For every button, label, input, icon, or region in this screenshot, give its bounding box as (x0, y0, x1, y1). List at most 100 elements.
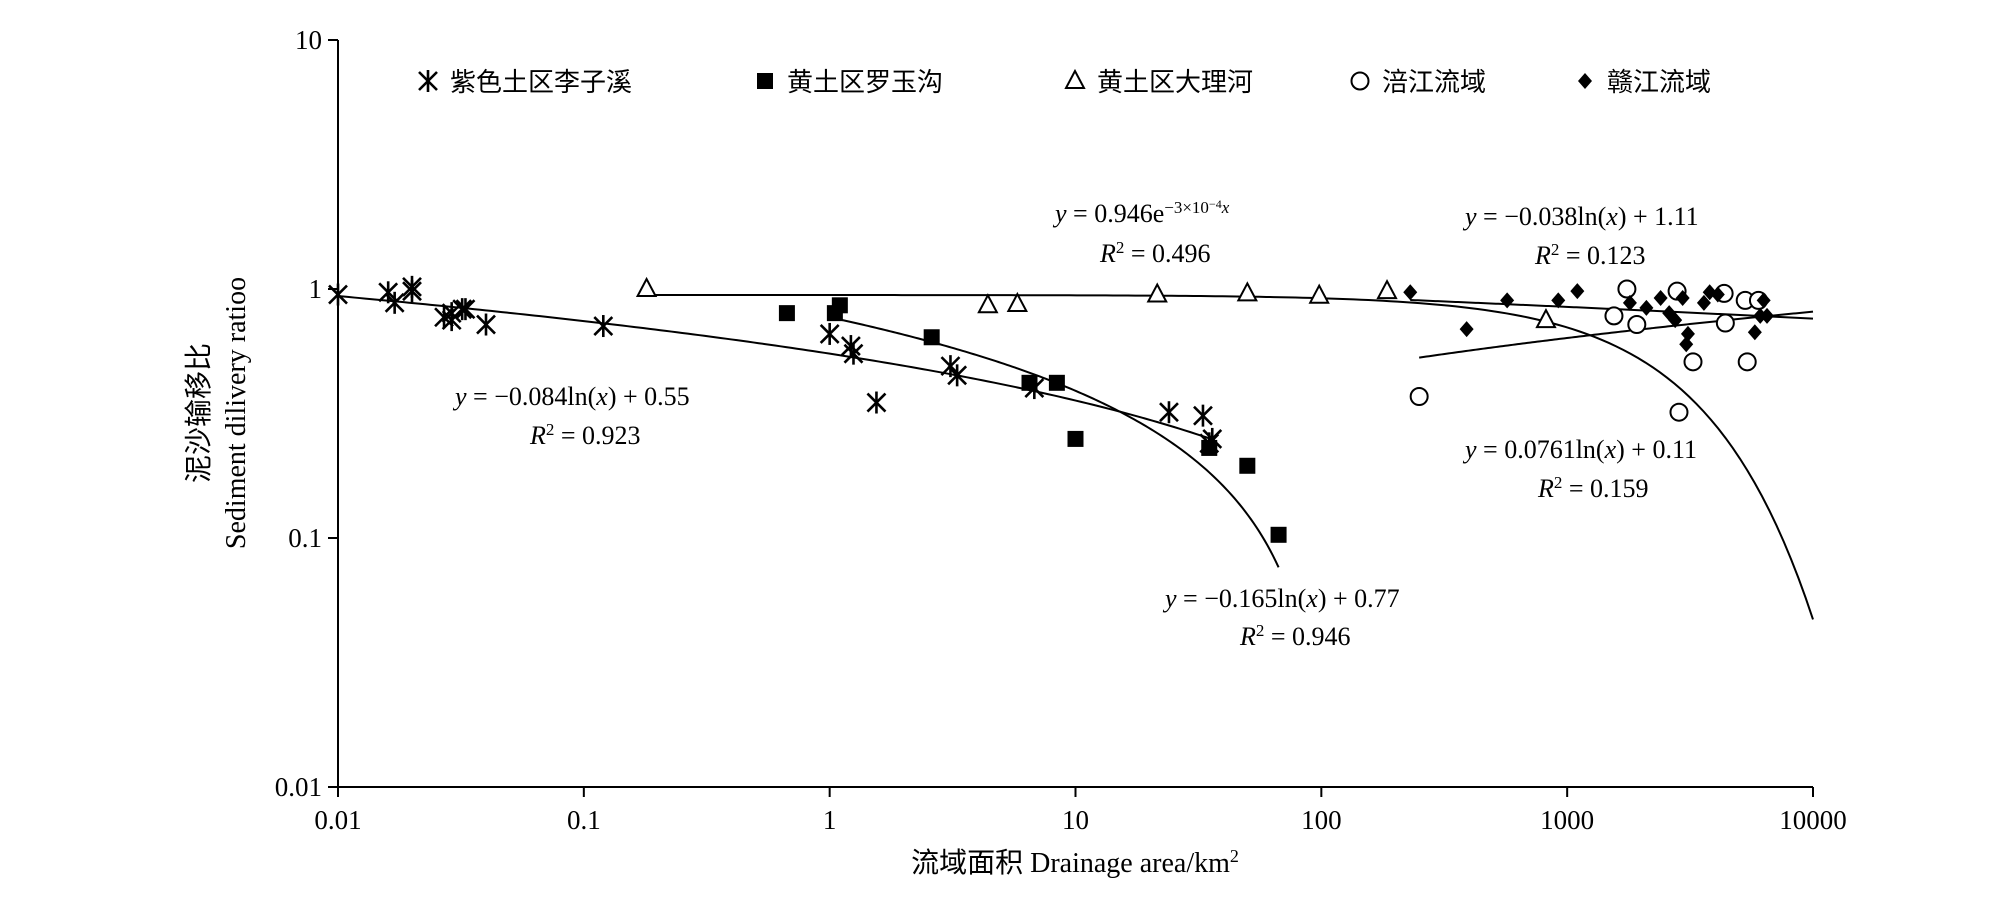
data-point (1067, 430, 1084, 447)
data-point (1236, 281, 1258, 302)
data-point (452, 298, 473, 321)
data-point (1459, 321, 1474, 338)
data-point (1760, 307, 1775, 324)
x-tick-label: 10 (1062, 805, 1089, 835)
svg-text:R2 = 0.123: R2 = 0.123 (1534, 240, 1646, 271)
data-point (635, 276, 658, 297)
y-tick-label: 10 (295, 25, 322, 55)
data-point (1500, 292, 1515, 309)
x-tick-label: 1000 (1540, 805, 1594, 835)
legend-label: 涪江流域 (1382, 68, 1486, 97)
data-point (384, 291, 405, 314)
data-point (1668, 312, 1683, 329)
data-point (1006, 291, 1029, 313)
x-tick-label: 0.01 (314, 805, 361, 835)
series-4 (1409, 279, 1768, 422)
legend-marker (757, 73, 773, 89)
data-point (778, 305, 795, 322)
data-point (1270, 526, 1287, 543)
svg-text:R2 = 0.923: R2 = 0.923 (529, 420, 641, 451)
legend-label: 赣江流域 (1607, 68, 1711, 97)
data-point (328, 283, 348, 306)
data-point (1048, 374, 1065, 391)
series-2 (778, 297, 1287, 543)
legend-marker (1578, 73, 1592, 89)
data-point (923, 329, 940, 346)
data-point (1193, 404, 1213, 427)
series-3 (635, 276, 1557, 329)
svg-text:R2 = 0.946: R2 = 0.946 (1239, 621, 1351, 652)
legend-item: 紫色土区李子溪 (418, 68, 632, 97)
data-point (1403, 284, 1418, 301)
fit-curve-1 (337, 295, 1213, 441)
data-point (1617, 279, 1637, 299)
svg-text:R2 = 0.496: R2 = 0.496 (1099, 238, 1211, 269)
svg-text:y = 0.946e−3×10−4x: y = 0.946e−3×10−4x (1052, 197, 1230, 228)
x-tick-label: 10000 (1779, 805, 1847, 835)
y-tick-label: 0.1 (288, 523, 322, 553)
data-point (1747, 324, 1762, 341)
data-point (1653, 290, 1668, 307)
data-point (1604, 306, 1624, 326)
legend-label: 黄土区大理河 (1097, 68, 1253, 97)
data-point (1308, 283, 1330, 304)
data-point (1376, 279, 1398, 300)
data-point (593, 315, 614, 338)
data-point (1680, 325, 1695, 342)
fit-curve-3 (646, 294, 1814, 620)
legend-item: 涪江流域 (1350, 68, 1486, 97)
data-point (1756, 292, 1771, 309)
x-tick-label: 100 (1301, 805, 1342, 835)
legend-marker (418, 70, 438, 92)
data-point (1627, 315, 1647, 335)
y-axis-ticks: 10 1 0.1 0.01 (275, 25, 338, 802)
y-tick-label: 0.01 (275, 772, 322, 802)
x-axis-ticks: 0.01 0.1 1 10 100 1000 10000 (314, 787, 1847, 835)
data-point (1639, 299, 1654, 316)
y-tick-label: 1 (309, 274, 323, 304)
data-point (1675, 290, 1690, 307)
data-point (977, 293, 999, 314)
data-point (947, 364, 968, 387)
data-point (843, 342, 864, 365)
legend-item: 赣江流域 (1578, 68, 1711, 97)
data-point (1201, 439, 1218, 456)
series-5 (1403, 283, 1775, 353)
y-axis-title-cn: 泥沙输移比 (183, 343, 215, 483)
legend-label: 黄土区罗玉沟 (787, 68, 943, 97)
data-point (1159, 401, 1179, 424)
legend-item: 黄土区罗玉沟 (757, 68, 943, 97)
data-point (1409, 387, 1429, 407)
data-point (866, 391, 887, 414)
data-point (1696, 294, 1711, 311)
data-point (1683, 352, 1703, 372)
data-point (1737, 352, 1757, 372)
x-tick-label: 1 (823, 805, 837, 835)
legend-item: 黄土区大理河 (1064, 68, 1253, 97)
legend: 紫色土区李子溪 黄土区罗玉沟 黄土区大理河 涪江流域 赣江流域 (418, 68, 1711, 97)
y-axis-title-en: Sediment dilivery ratioo (221, 277, 252, 549)
data-point (1021, 374, 1038, 391)
data-point (1570, 283, 1585, 300)
svg-text:R2 = 0.159: R2 = 0.159 (1537, 473, 1649, 504)
data-point (1679, 336, 1694, 353)
data-point (1239, 457, 1256, 474)
annotation-lizixi-fit: y = −0.084ln(x) + 0.55 R2 = 0.923 (452, 382, 690, 450)
x-tick-label: 0.1 (567, 805, 601, 835)
svg-text:y = −0.165ln(x) + 0.77: y = −0.165ln(x) + 0.77 (1162, 584, 1400, 613)
x-axis-title: 流域面积 Drainage area/km2 (911, 846, 1239, 879)
legend-label: 紫色土区李子溪 (450, 68, 632, 97)
data-point (819, 322, 840, 345)
data-point (476, 313, 496, 336)
data-point (402, 275, 422, 298)
svg-text:y = −0.038ln(x) + 1.11: y = −0.038ln(x) + 1.11 (1462, 202, 1699, 231)
data-point (831, 297, 848, 314)
data-point (1622, 294, 1637, 311)
annotation-dalihe-fit: y = 0.946e−3×10−4x R2 = 0.496 (1052, 197, 1230, 268)
data-point (1535, 307, 1557, 329)
data-point (1710, 286, 1725, 303)
annotation-fujiang-fit: y = 0.0761ln(x) + 0.11 R2 = 0.159 (1462, 435, 1697, 503)
series-1 (328, 275, 1223, 455)
data-point (1715, 313, 1735, 333)
